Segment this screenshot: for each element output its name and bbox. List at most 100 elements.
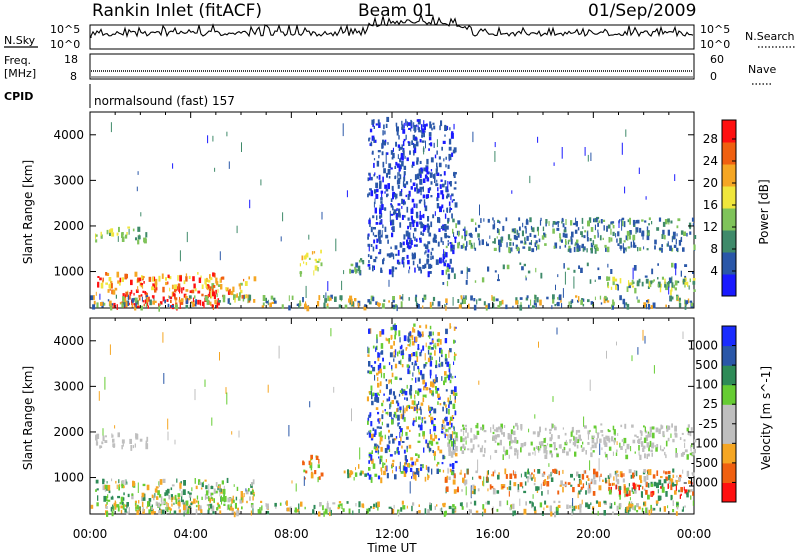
scatter-cell bbox=[407, 141, 410, 144]
scatter-cell bbox=[159, 479, 163, 485]
scatter-cell bbox=[310, 466, 313, 471]
scatter-cell bbox=[388, 379, 390, 385]
scatter-cell bbox=[557, 297, 559, 300]
scatter-cell bbox=[590, 452, 593, 458]
scatter-cell bbox=[223, 492, 225, 498]
scatter-cell bbox=[543, 448, 546, 454]
scatter-cell bbox=[377, 377, 379, 382]
scatter-cell bbox=[413, 124, 417, 131]
scatter-cell bbox=[261, 505, 263, 511]
scatter-cell bbox=[383, 299, 386, 302]
scatter-cell bbox=[347, 469, 349, 475]
scatter-cell bbox=[454, 460, 458, 464]
scatter-cell bbox=[375, 348, 377, 352]
scatter-cell bbox=[217, 486, 221, 489]
scatter-cell bbox=[372, 296, 375, 302]
scatter-cell bbox=[671, 287, 673, 292]
scatter-cell bbox=[686, 232, 688, 237]
scatter-cell bbox=[395, 193, 397, 200]
scatter-cell bbox=[318, 459, 320, 464]
scatter-cell bbox=[305, 301, 307, 308]
scatter-cell bbox=[640, 491, 643, 498]
scatter-cell bbox=[411, 164, 414, 168]
scatter-cell bbox=[556, 448, 558, 451]
scatter-cell bbox=[213, 488, 216, 494]
scatter-cell bbox=[143, 237, 146, 243]
scatter-cell bbox=[374, 443, 377, 448]
scatter-cell bbox=[378, 393, 380, 396]
scatter-cell bbox=[241, 294, 245, 299]
scatter-streak bbox=[561, 147, 563, 159]
scatter-cell bbox=[464, 448, 466, 451]
scatter-cell bbox=[675, 238, 677, 245]
scatter-cell bbox=[501, 299, 504, 305]
scatter-cell bbox=[611, 305, 614, 310]
scatter-cell bbox=[560, 239, 563, 243]
colorbar-swatch bbox=[722, 274, 736, 297]
scatter-cell bbox=[676, 280, 680, 284]
scatter-cell bbox=[448, 404, 450, 409]
scatter-cell bbox=[520, 302, 522, 306]
scatter-cell bbox=[429, 271, 432, 274]
scatter-cell bbox=[165, 277, 167, 281]
scatter-cell bbox=[641, 495, 643, 498]
scatter-cell bbox=[248, 294, 252, 301]
scatter-cell bbox=[415, 458, 419, 462]
scatter-cell bbox=[661, 244, 663, 247]
scatter-cell bbox=[409, 429, 411, 432]
scatter-cell bbox=[512, 242, 514, 246]
scatter-cell bbox=[177, 283, 181, 287]
scatter-cell bbox=[205, 490, 209, 496]
scatter-cell bbox=[428, 148, 430, 151]
scatter-cell bbox=[622, 298, 626, 305]
scatter-cell bbox=[437, 338, 440, 343]
scatter-cell bbox=[142, 483, 146, 487]
scatter-cell bbox=[580, 445, 583, 448]
scatter-cell bbox=[457, 299, 460, 303]
scatter-cell bbox=[594, 224, 596, 231]
scatter-cell bbox=[608, 430, 611, 433]
scatter-cell bbox=[549, 437, 552, 442]
scatter-cell bbox=[247, 298, 249, 304]
scatter-cell bbox=[444, 476, 448, 483]
scatter-cell bbox=[530, 441, 533, 446]
scatter-cell bbox=[448, 264, 451, 269]
scatter-cell bbox=[400, 507, 403, 512]
scatter-cell bbox=[671, 296, 674, 300]
scatter-cell bbox=[119, 301, 122, 305]
scatter-cell bbox=[179, 488, 181, 491]
scatter-cell bbox=[380, 213, 383, 218]
scatter-cell bbox=[426, 259, 429, 264]
scatter-cell bbox=[593, 235, 596, 239]
scatter-cell bbox=[544, 427, 547, 431]
scatter-cell bbox=[464, 436, 467, 440]
scatter-cell bbox=[670, 484, 673, 491]
scatter-cell bbox=[674, 280, 678, 286]
scatter-cell bbox=[281, 304, 284, 309]
scatter-streak bbox=[204, 379, 206, 387]
scatter-cell bbox=[576, 247, 580, 252]
scatter-streak bbox=[174, 439, 176, 445]
scatter-cell bbox=[575, 221, 578, 227]
scatter-cell bbox=[211, 304, 214, 308]
scatter-cell bbox=[379, 458, 381, 465]
scatter-cell bbox=[95, 291, 97, 296]
scatter-cell bbox=[603, 437, 606, 443]
scatter-cell bbox=[188, 298, 191, 301]
scatter-cell bbox=[627, 246, 631, 249]
scatter-cell bbox=[629, 503, 632, 509]
scatter-cell bbox=[368, 507, 371, 512]
scatter-cell bbox=[611, 221, 615, 224]
scatter-cell bbox=[402, 390, 406, 394]
scatter-cell bbox=[422, 464, 424, 469]
scatter-cell bbox=[250, 510, 252, 516]
scatter-streak bbox=[575, 217, 577, 225]
scatter-cell bbox=[612, 301, 615, 306]
scatter-cell bbox=[132, 445, 134, 449]
scatter-cell bbox=[537, 431, 540, 438]
scatter-cell bbox=[342, 508, 345, 512]
scatter-cell bbox=[477, 488, 480, 492]
scatter-cell bbox=[656, 444, 659, 449]
scatter-cell bbox=[446, 421, 450, 426]
scatter-cell bbox=[417, 390, 420, 396]
